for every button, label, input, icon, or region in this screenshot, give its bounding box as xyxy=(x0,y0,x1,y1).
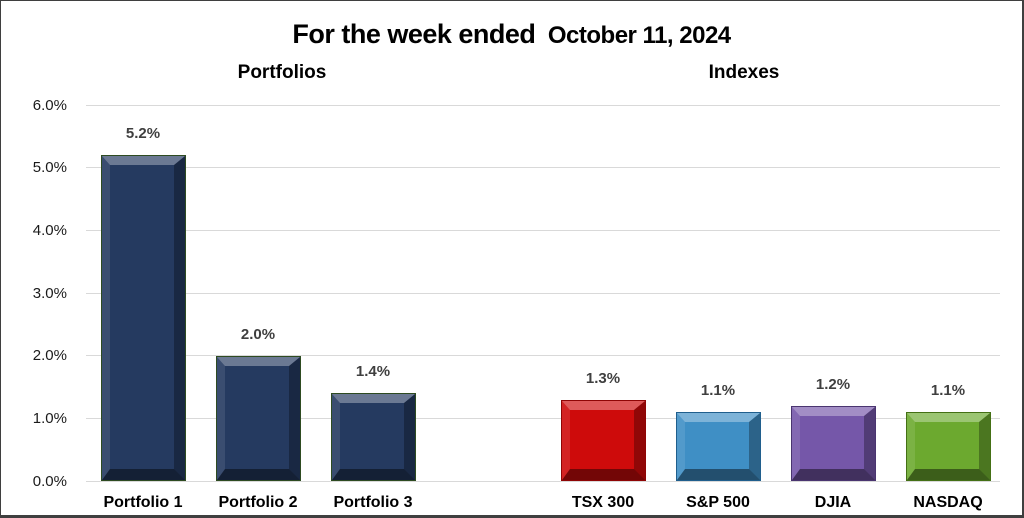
gridline xyxy=(86,417,1000,419)
category-label: NASDAQ xyxy=(913,494,983,511)
bar-face xyxy=(790,405,876,481)
chart-title: For the week ended October 11, 2024 xyxy=(1,19,1022,50)
bar-portfolio-1 xyxy=(100,155,186,481)
bar-portfolio-2 xyxy=(215,355,301,481)
data-label: 1.3% xyxy=(585,369,621,387)
data-label: 1.4% xyxy=(355,363,391,381)
bar-s-p-500 xyxy=(675,412,761,481)
bar-face xyxy=(560,399,646,481)
bar-tsx-300 xyxy=(560,399,646,481)
bar-face xyxy=(215,355,301,481)
category-label: S&P 500 xyxy=(686,494,750,511)
y-tick-label: 0.0% xyxy=(32,472,67,490)
data-label: 5.2% xyxy=(125,125,161,143)
gridline xyxy=(86,229,1000,231)
category-label: DJIA xyxy=(814,494,852,511)
bar-djia xyxy=(790,405,876,481)
category-label: TSX 300 xyxy=(571,494,635,511)
plot-area: 5.2% Portfolio 1 2.0% Portfolio 2 1.4% Portfo… xyxy=(86,104,1000,511)
bar-face xyxy=(905,412,991,481)
bar-portfolio-3 xyxy=(330,393,416,481)
gridline xyxy=(86,104,1000,106)
group-label-indexes: Indexes xyxy=(708,62,780,83)
data-label: 1.1% xyxy=(930,382,966,400)
y-tick-label: 6.0% xyxy=(32,96,67,114)
gridline xyxy=(86,355,1000,357)
category-label: Portfolio 3 xyxy=(333,494,413,511)
chart-title-main: For the week ended xyxy=(292,19,536,49)
y-tick-label: 2.0% xyxy=(32,347,67,365)
data-label: 2.0% xyxy=(240,325,276,343)
category-label: Portfolio 2 xyxy=(218,494,298,511)
chart-title-date: October 11, 2024 xyxy=(547,22,731,49)
bar-face xyxy=(100,155,186,481)
category-label: Portfolio 1 xyxy=(103,494,183,511)
y-tick-label: 3.0% xyxy=(32,284,67,302)
bar-nasdaq xyxy=(905,412,991,481)
y-tick-label: 5.0% xyxy=(32,159,67,177)
data-label: 1.2% xyxy=(815,375,851,393)
group-label-portfolios: Portfolios xyxy=(237,62,327,83)
gridline xyxy=(86,167,1000,169)
data-label: 1.1% xyxy=(700,382,736,400)
bar-face xyxy=(330,393,416,481)
gridline xyxy=(86,480,1000,482)
y-tick-label: 4.0% xyxy=(32,221,67,239)
gridline xyxy=(86,292,1000,294)
bar-face xyxy=(675,412,761,481)
y-tick-label: 1.0% xyxy=(32,409,67,427)
